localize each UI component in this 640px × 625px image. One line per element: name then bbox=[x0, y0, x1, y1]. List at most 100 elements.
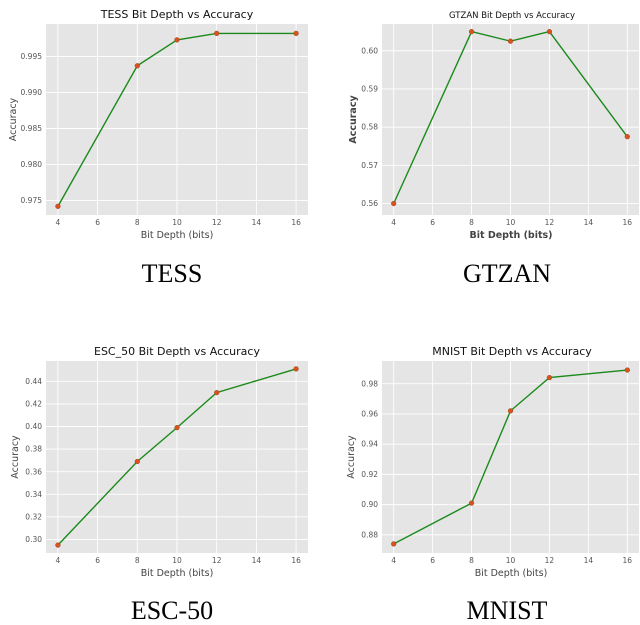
chart-tess: TESS Bit Depth vs Accuracy 0.975 0.980 0.9… bbox=[8, 8, 308, 288]
x-tick-label: 4 bbox=[391, 556, 396, 565]
y-axis-label: Accuracy bbox=[8, 97, 19, 141]
chart-caption: GTZAN bbox=[463, 259, 551, 288]
data-point bbox=[391, 541, 397, 547]
y-tick-label: 0.94 bbox=[361, 440, 378, 449]
x-tick-label: 14 bbox=[584, 218, 594, 227]
data-point bbox=[55, 203, 61, 209]
x-tick-label: 16 bbox=[623, 556, 633, 565]
y-tick-label: 0.56 bbox=[361, 199, 378, 208]
y-tick-label: 0.58 bbox=[361, 123, 378, 132]
y-tick-label: 0.995 bbox=[21, 52, 43, 61]
data-points bbox=[391, 29, 630, 207]
data-point bbox=[468, 500, 475, 506]
y-ticks: 0.56 0.57 0.58 0.59 0.60 bbox=[361, 46, 378, 208]
x-axis-label: Bit Depth (bits) bbox=[475, 568, 548, 579]
chart-esc50: ESC_50 Bit Depth vs Accuracy 0.300.320.3… bbox=[10, 345, 308, 625]
y-tick-label: 0.44 bbox=[25, 377, 42, 386]
chart-title: MNIST Bit Depth vs Accuracy bbox=[432, 345, 592, 358]
x-tick-label: 10 bbox=[506, 556, 516, 565]
data-point bbox=[134, 63, 140, 69]
y-ticks: 0.30 0.32 0.34 0.36 0.38 0.40 0.42 0.44 bbox=[25, 377, 42, 544]
x-ticks: 4 6 8 10 12 14 16 bbox=[391, 556, 632, 565]
data-point bbox=[134, 458, 140, 465]
y-tick-label: 0.32 bbox=[25, 512, 42, 521]
y-tick-label: 0.34 bbox=[25, 490, 42, 499]
chart-title: TESS Bit Depth vs Accuracy bbox=[100, 8, 254, 21]
x-tick-label: 6 bbox=[430, 556, 435, 565]
x-ticks: 4 6 8 10 12 14 16 bbox=[56, 218, 302, 227]
y-tick-label: 0.980 bbox=[21, 160, 43, 169]
data-point bbox=[293, 30, 299, 36]
x-tick-label: 6 bbox=[95, 556, 100, 565]
data-point bbox=[214, 390, 220, 396]
data-point bbox=[214, 30, 220, 36]
x-tick-label: 16 bbox=[623, 218, 633, 227]
y-tick-label: 0.30 bbox=[25, 535, 42, 544]
x-tick-label: 4 bbox=[391, 218, 396, 227]
x-tick-label: 14 bbox=[252, 556, 262, 565]
chart-caption: TESS bbox=[142, 259, 203, 288]
y-tick-label: 0.57 bbox=[361, 161, 378, 170]
data-point bbox=[546, 375, 553, 381]
chart-title: GTZAN Bit Depth vs Accuracy bbox=[449, 11, 575, 21]
x-tick-label: 14 bbox=[252, 218, 262, 227]
y-tick-label: 0.42 bbox=[25, 400, 42, 409]
y-tick-label: 0.98 bbox=[361, 379, 378, 388]
data-point bbox=[174, 425, 180, 431]
y-tick-label: 0.38 bbox=[25, 445, 42, 454]
data-point bbox=[624, 367, 630, 373]
x-tick-label: 4 bbox=[56, 556, 61, 565]
y-tick-label: 0.40 bbox=[25, 422, 42, 431]
x-tick-label: 10 bbox=[172, 218, 182, 227]
x-tick-label: 16 bbox=[291, 218, 301, 227]
y-axis-label: Accuracy bbox=[10, 435, 21, 479]
y-tick-label: 0.36 bbox=[25, 467, 42, 476]
data-points bbox=[55, 366, 299, 548]
data-point bbox=[507, 408, 514, 414]
y-tick-label: 0.985 bbox=[21, 124, 43, 133]
y-tick-label: 0.59 bbox=[361, 85, 378, 94]
data-point bbox=[546, 29, 553, 35]
x-axis-label: Bit Depth (bits) bbox=[141, 230, 214, 241]
x-tick-label: 8 bbox=[135, 218, 140, 227]
x-tick-label: 8 bbox=[135, 556, 140, 565]
y-axis-label: Accuracy bbox=[348, 95, 359, 144]
data-point bbox=[624, 134, 630, 140]
x-tick-label: 8 bbox=[469, 556, 474, 565]
y-tick-label: 0.975 bbox=[21, 196, 43, 205]
x-tick-label: 12 bbox=[212, 556, 222, 565]
gridlines bbox=[382, 361, 639, 553]
chart-mnist: MNIST Bit Depth vs Accuracy 0.88 0.90 0.92… bbox=[346, 345, 639, 625]
data-point bbox=[174, 37, 180, 43]
x-tick-label: 12 bbox=[545, 218, 555, 227]
x-axis-label: Bit Depth (bits) bbox=[141, 568, 214, 579]
x-tick-label: 10 bbox=[506, 218, 516, 227]
y-tick-label: 0.90 bbox=[361, 500, 378, 509]
data-points bbox=[55, 30, 299, 209]
data-point bbox=[293, 366, 299, 372]
x-tick-label: 4 bbox=[56, 218, 61, 227]
chart-caption: ESC-50 bbox=[131, 596, 213, 625]
x-tick-label: 6 bbox=[95, 218, 100, 227]
x-tick-label: 14 bbox=[584, 556, 594, 565]
data-point bbox=[391, 200, 397, 207]
y-tick-label: 0.96 bbox=[361, 410, 378, 419]
data-points bbox=[391, 367, 630, 547]
y-axis-label: Accuracy bbox=[346, 435, 357, 479]
gridlines bbox=[46, 24, 308, 215]
data-point bbox=[507, 38, 514, 44]
chart-title: ESC_50 Bit Depth vs Accuracy bbox=[94, 345, 260, 358]
chart-caption: MNIST bbox=[467, 596, 548, 625]
x-tick-label: 12 bbox=[545, 556, 555, 565]
y-tick-label: 0.88 bbox=[361, 530, 378, 539]
data-point bbox=[468, 29, 475, 35]
gridlines bbox=[382, 24, 639, 215]
x-tick-label: 16 bbox=[291, 556, 301, 565]
y-tick-label: 0.92 bbox=[361, 470, 378, 479]
x-tick-label: 12 bbox=[212, 218, 222, 227]
x-axis-label: Bit Depth (bits) bbox=[469, 230, 552, 241]
y-ticks: 0.975 0.980 0.985 0.990 0.995 bbox=[21, 52, 43, 205]
y-ticks: 0.88 0.90 0.92 0.94 0.96 0.98 bbox=[361, 379, 378, 539]
x-tick-label: 6 bbox=[430, 218, 435, 227]
